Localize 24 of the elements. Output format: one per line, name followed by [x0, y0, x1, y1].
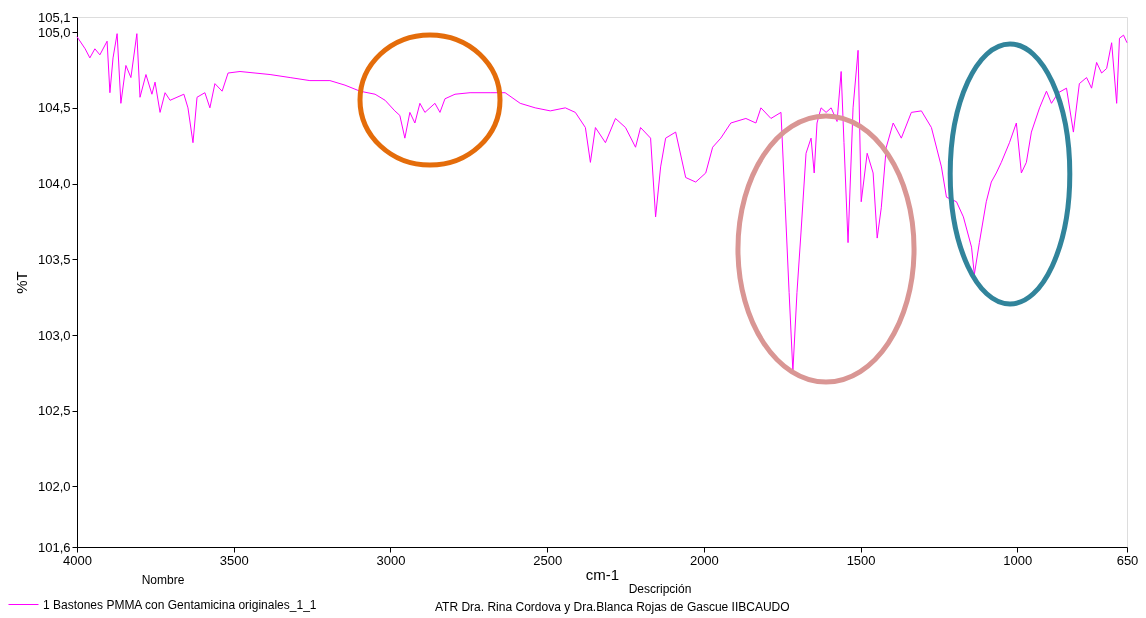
x-tick-label: 3500 — [219, 552, 249, 568]
x-tick-label: 1500 — [846, 552, 876, 568]
x-tick-label: 650 — [1116, 552, 1139, 568]
y-tick-label: 104,5 — [37, 100, 71, 116]
line-series — [76, 33, 1128, 372]
y-tick-label: 102,5 — [37, 403, 71, 419]
y-tick-label: 104,0 — [37, 176, 71, 192]
y-tick-label: 103,5 — [37, 251, 71, 267]
y-tick-label: 103,0 — [37, 327, 71, 343]
legend-label: 1 Bastones PMMA con Gentamicina originales_1_1 — [43, 597, 317, 612]
text: ATR Dra. Rina Cordova y Dra.Blanca Rojas de Gascue IIBCAUDO — [435, 600, 790, 614]
y-tick-label: 101,6 — [37, 539, 71, 555]
x-axis-title: cm-1 — [585, 565, 620, 583]
y-axis-title: %T — [12, 271, 30, 294]
legend-title: Nombre — [141, 573, 185, 587]
x-tick-label: 4000 — [63, 552, 92, 568]
text: Descripción — [628, 582, 692, 596]
y-tick-label: 102,0 — [37, 478, 71, 494]
y-tick-label: 105,1 — [37, 9, 71, 25]
y-tick-label: 105,0 — [37, 24, 71, 40]
x-tick-label: 1000 — [1003, 552, 1033, 568]
x-tick-label: 3000 — [376, 552, 406, 568]
x-tick-label: 2500 — [533, 552, 563, 568]
x-tick-label: 2000 — [689, 552, 719, 568]
